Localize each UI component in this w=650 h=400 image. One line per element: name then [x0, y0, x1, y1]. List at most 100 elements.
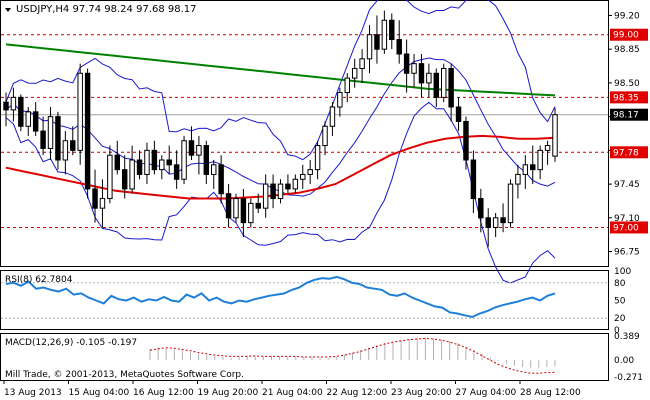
macd-tick-label: -0.271 [614, 373, 643, 383]
candle-up [544, 145, 551, 151]
candle-up [381, 19, 388, 50]
candle-down [478, 198, 484, 219]
x-tick-label: 27 Aug 04:00 [456, 388, 517, 398]
dropdown-triangle-icon[interactable] [5, 8, 11, 12]
x-tick-label: 13 Aug 2013 [4, 388, 62, 398]
candle-up [337, 92, 343, 108]
level-tag-label: 97.78 [613, 148, 639, 158]
candle-up [411, 63, 417, 74]
x-tick-label: 19 Aug 20:00 [198, 388, 259, 398]
candle-down [32, 111, 39, 132]
candle-up [552, 114, 558, 157]
copyright-watermark: Mill Trade, © 2001-2013, MetaQuotes Soft… [5, 370, 244, 380]
rsi-tick-label: 0 [614, 326, 620, 336]
rsi-pane [0, 270, 609, 330]
x-tick-label: 28 Aug 12:00 [520, 388, 581, 398]
candle-up [300, 173, 306, 180]
candle-down [463, 120, 469, 161]
candle-down [136, 159, 143, 175]
candle-up [292, 178, 299, 190]
level-tag [610, 146, 648, 159]
candle-up [25, 111, 31, 127]
candle-up [248, 202, 254, 224]
candle-down [70, 140, 76, 151]
candle-down [166, 159, 172, 166]
y-tick-label: 98.85 [614, 45, 640, 55]
level-tag-label: 98.35 [613, 93, 639, 103]
candle-up [492, 217, 499, 228]
candle-down [433, 72, 440, 98]
candle-up [262, 183, 269, 209]
level-tag [610, 221, 648, 234]
candle-down [218, 164, 224, 195]
candle-down [114, 154, 121, 171]
candle-down [84, 72, 91, 190]
macd-series-layer [149, 337, 556, 374]
candle-up [181, 140, 187, 180]
candle-down [448, 67, 454, 108]
candle-up [211, 164, 217, 175]
candle-down [3, 101, 9, 111]
last-price-tag [610, 108, 648, 121]
candle-up [426, 72, 432, 84]
level-tag [610, 91, 648, 104]
macd-tick-label: 0.389 [614, 332, 640, 342]
candle-up [277, 183, 284, 200]
candle-down [121, 169, 128, 190]
candle-up [507, 183, 514, 224]
level-tag [610, 28, 648, 41]
candle-down [485, 217, 491, 228]
candle-up [351, 67, 358, 79]
y-tick-label: 96.75 [614, 248, 640, 258]
candle-down [374, 34, 380, 50]
candle-up [344, 77, 350, 94]
candle-down [173, 164, 180, 180]
candle-up [77, 72, 83, 151]
candle-up [62, 140, 69, 161]
candle-down [270, 183, 276, 200]
candle-up [329, 106, 336, 127]
x-tick-label: 15 Aug 04:00 [69, 388, 130, 398]
candle-up [522, 164, 529, 175]
price-pane [0, 0, 609, 267]
x-tick-label: 23 Aug 20:00 [391, 388, 452, 398]
candle-down [470, 159, 477, 200]
level-tag-label: 97.00 [613, 223, 639, 233]
rsi-tick-label: 20 [614, 314, 626, 324]
rsi-tick-label: 50 [614, 297, 626, 307]
candle-up [440, 67, 447, 98]
candle-down [188, 140, 195, 156]
x-tick-label: 22 Aug 12:00 [327, 388, 388, 398]
candle-down [92, 188, 98, 209]
symbol-title: USDJPY,H4 97.74 98.24 97.68 98.17 [16, 4, 197, 15]
candle-up [196, 145, 202, 156]
x-tick-label: 16 Aug 12:00 [133, 388, 194, 398]
candle-up [129, 159, 135, 190]
candle-down [396, 39, 402, 55]
candle-down [500, 217, 506, 224]
macd-signal-line [149, 337, 556, 374]
bollinger-upper [5, 0, 556, 161]
price-series-layer [1, 0, 608, 284]
macd-label: MACD(12,26,9) -0.105 -0.197 [5, 338, 137, 348]
rsi-label: RSI(8) 62.7804 [5, 275, 73, 285]
rsi-tick-label: 80 [614, 279, 626, 289]
y-tick-label: 97.45 [614, 180, 640, 190]
candle-up [515, 173, 521, 185]
candle-up [322, 125, 328, 147]
rsi-tick-label: 100 [614, 267, 631, 277]
axes-layer: 99.2098.8598.5098.1597.8097.4597.1096.75… [3, 11, 648, 398]
ma-long-line [5, 43, 556, 97]
candle-down [225, 193, 232, 219]
candle-up [233, 198, 239, 219]
y-tick-label: 98.50 [614, 79, 640, 89]
candle-down [203, 145, 210, 175]
candle-up [99, 198, 106, 209]
candle-down [285, 183, 291, 190]
candle-up [307, 169, 313, 175]
candle-up [537, 149, 543, 171]
candle-down [418, 63, 425, 84]
x-tick-label: 21 Aug 04:00 [262, 388, 323, 398]
